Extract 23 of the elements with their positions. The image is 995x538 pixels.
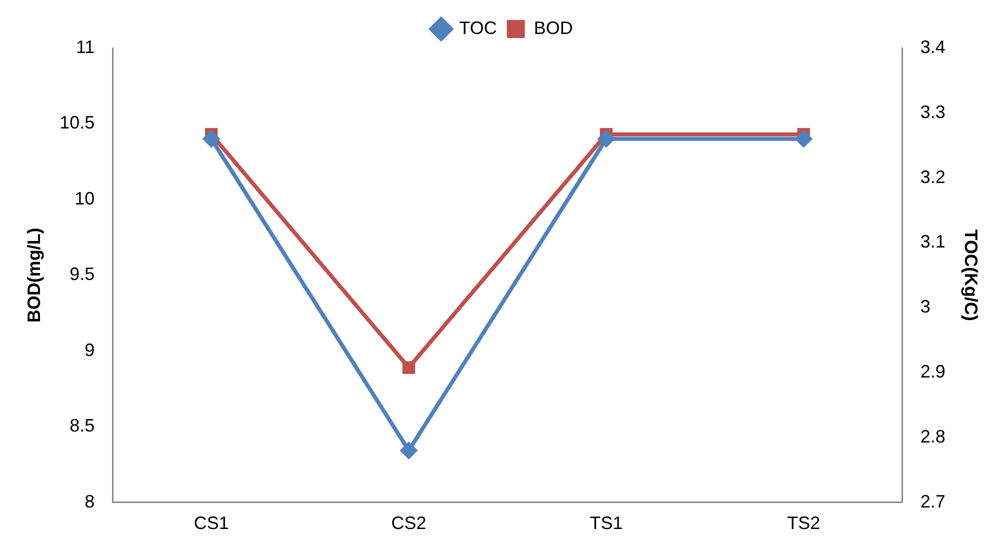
legend-label: TOC <box>459 18 497 38</box>
y2-tick-label: 3.1 <box>920 232 946 252</box>
y-tick-label: 10.5 <box>60 112 95 133</box>
y-tick-label: 11 <box>76 36 95 57</box>
y2-axis-title: TOC(Kg/C) <box>961 229 982 322</box>
y2-tick-label: 3.3 <box>920 102 946 122</box>
y2-tick-label: 3 <box>920 296 930 317</box>
y2-tick-label: 2.7 <box>920 491 946 512</box>
x-tick-label: CS2 <box>391 513 426 534</box>
y2-tick-label: 3.2 <box>920 166 946 187</box>
x-tick-label: CS1 <box>194 513 229 534</box>
y2-tick-label: 3.4 <box>920 36 946 57</box>
legend-label: BOD <box>534 18 573 38</box>
y-tick-label: 8 <box>84 491 95 512</box>
x-tick-label: TS1 <box>590 513 623 534</box>
y2-tick-label: 2.8 <box>920 426 946 446</box>
y-tick-label: 8.5 <box>70 416 95 436</box>
y2-tick-label: 2.9 <box>920 362 946 382</box>
y-tick-label: 9 <box>84 340 95 360</box>
y-axis-title: BOD(mg/L) <box>24 228 44 323</box>
x-tick-label: TS2 <box>787 513 820 534</box>
y-tick-label: 9.5 <box>70 264 95 284</box>
y-tick-label: 10 <box>74 188 95 208</box>
